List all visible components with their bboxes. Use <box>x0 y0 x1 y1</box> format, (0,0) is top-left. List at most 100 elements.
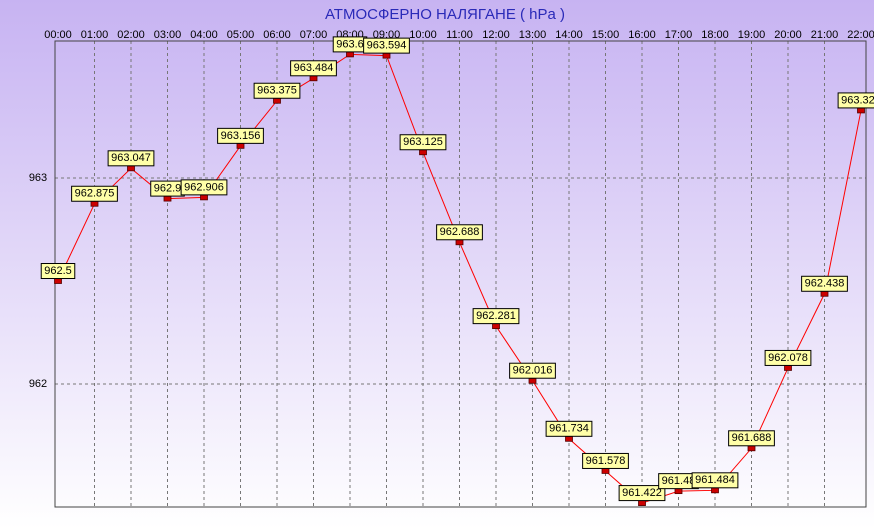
data-label: 962.688 <box>436 224 483 241</box>
point <box>200 194 208 201</box>
data-label: 962.875 <box>71 185 118 202</box>
point <box>54 278 62 284</box>
point <box>90 200 99 207</box>
chart-title: АТМОСФЕРНО НАЛЯГАНЕ ( hPa ) <box>325 6 565 23</box>
x-tick-label: 16:00 <box>628 29 656 41</box>
data-label-box <box>363 37 410 54</box>
point <box>857 107 865 114</box>
point <box>711 487 719 494</box>
point <box>382 52 391 59</box>
point <box>784 365 792 371</box>
point <box>273 97 281 104</box>
data-label-box <box>837 92 874 109</box>
data-label-box <box>290 60 337 77</box>
x-tick-label: 02:00 <box>117 29 145 41</box>
data-label: 963.375 <box>253 82 301 99</box>
point <box>127 165 135 172</box>
point <box>419 149 427 156</box>
data-label-text: 963.125 <box>403 136 443 148</box>
x-tick-label: 00:00 <box>44 29 72 41</box>
data-label-box <box>801 275 848 292</box>
data-label: 963.156 <box>217 127 264 144</box>
data-label: 963.125 <box>399 134 447 151</box>
data-label: 961.688 <box>728 430 775 447</box>
data-label-text: 963.375 <box>257 85 297 97</box>
data-label-text: 963.328 <box>841 94 874 106</box>
x-tick-label: 11:00 <box>446 29 473 41</box>
data-label-text: 963.484 <box>294 62 334 74</box>
data-label: 961.578 <box>582 452 629 469</box>
data-label-text: 961.688 <box>732 432 772 444</box>
data-label-text: 962.9 <box>154 183 182 195</box>
data-label-box <box>728 430 775 447</box>
x-tick-label: 03:00 <box>154 29 182 41</box>
point <box>346 51 354 58</box>
point <box>601 468 610 474</box>
data-label: 961.734 <box>545 420 593 437</box>
data-label: 963.6 <box>332 36 368 53</box>
x-tick-label: 10:00 <box>409 29 437 41</box>
data-label-text: 962.875 <box>75 188 115 200</box>
data-label: 963.484 <box>290 60 337 77</box>
x-tick-label: 17:00 <box>665 29 693 41</box>
point <box>565 435 573 442</box>
data-label-box <box>582 452 629 469</box>
x-tick-label: 21:00 <box>811 29 839 41</box>
x-tick-label: 01:00 <box>81 29 109 41</box>
data-label-box <box>71 185 118 202</box>
data-label: 963.594 <box>363 37 410 54</box>
x-tick-label: 12:00 <box>482 29 510 41</box>
data-label-text: 961.484 <box>695 474 735 486</box>
point <box>638 500 646 506</box>
data-label-box <box>180 179 228 196</box>
data-label: 961.484 <box>691 472 739 489</box>
data-label: 962.438 <box>801 275 848 292</box>
point <box>747 445 756 452</box>
data-label: 961.422 <box>618 485 666 502</box>
x-tick-label: 15:00 <box>592 29 620 41</box>
data-label-text: 961.422 <box>622 487 662 499</box>
data-label-box <box>217 127 264 144</box>
x-tick-label: 19:00 <box>738 29 766 41</box>
data-label-text: 963.6 <box>336 38 364 50</box>
data-label-text: 963.156 <box>221 130 261 142</box>
point <box>674 488 683 495</box>
data-label-text: 961.734 <box>549 423 589 435</box>
x-tick-label: 13:00 <box>519 29 547 41</box>
x-tick-label: 18:00 <box>701 29 729 41</box>
data-label-text: 961.578 <box>586 455 626 467</box>
data-label: 962.281 <box>472 308 520 325</box>
point <box>455 239 464 246</box>
x-tick-label: 06:00 <box>263 29 291 41</box>
x-tick-label: 20:00 <box>774 29 802 41</box>
point <box>492 323 500 330</box>
data-label-text: 962.078 <box>768 352 808 364</box>
data-label: 962.906 <box>180 179 228 196</box>
data-label: 962.016 <box>509 362 556 379</box>
data-label-box <box>40 263 76 280</box>
x-tick-label: 05:00 <box>227 29 255 41</box>
data-label-box <box>253 82 301 99</box>
data-label-box <box>545 420 593 437</box>
x-tick-label: 14:00 <box>555 29 583 41</box>
x-tick-label: 04:00 <box>190 29 218 41</box>
data-label: 963.047 <box>107 150 155 167</box>
data-label-text: 962.438 <box>805 278 845 290</box>
data-label-box <box>509 362 556 379</box>
data-label: 962.078 <box>764 349 812 366</box>
data-label-box <box>399 134 447 151</box>
data-label-box <box>764 349 812 366</box>
data-label-text: 963.594 <box>367 40 407 52</box>
data-label-text: 963.047 <box>111 152 151 164</box>
data-label-text: 962.5 <box>44 265 72 277</box>
data-label-text: 962.016 <box>513 365 553 377</box>
data-label-text: 962.688 <box>440 226 480 238</box>
data-label-text: 962.906 <box>184 181 224 193</box>
data-label: 963.328 <box>837 92 874 109</box>
point <box>528 377 537 384</box>
x-tick-label: 22:00 <box>847 29 874 41</box>
point <box>236 142 245 149</box>
data-label: 962.9 <box>150 180 185 197</box>
x-tick-label: 07:00 <box>300 29 328 41</box>
